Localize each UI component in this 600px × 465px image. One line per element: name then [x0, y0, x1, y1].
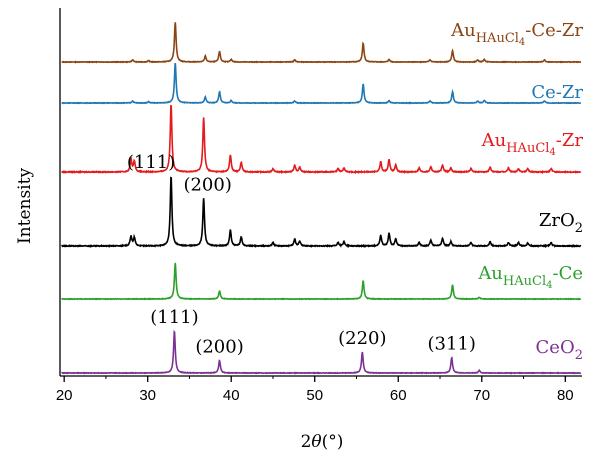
series-line: [61, 104, 582, 175]
series-label: AuHAuCl4-Ce: [477, 263, 583, 291]
x-tick-label: 40: [223, 387, 240, 404]
series-label: AuHAuCl4-Zr: [481, 130, 584, 158]
peak-label: (200): [195, 336, 243, 357]
series-line: [61, 62, 581, 105]
series-line: [61, 22, 582, 64]
peak-annotations: (111) (200) (111) (200) (220) (311): [127, 152, 476, 357]
series-line: [61, 176, 582, 249]
series-label: ZrO2: [539, 210, 583, 236]
x-tick-label: 30: [139, 387, 156, 404]
series-label: AuHAuCl4-Ce-Zr: [450, 20, 583, 48]
x-tick-label: 50: [306, 387, 323, 404]
axes: 20 30 40 50 60 70 80: [56, 8, 582, 404]
peak-label: (111): [150, 307, 198, 328]
series-labels: AuHAuCl4-Ce-Zr Ce-Zr AuHAuCl4-Zr ZrO2 AuHAuC…: [450, 20, 583, 363]
peak-label: (311): [428, 333, 476, 354]
plot-area: [61, 22, 582, 375]
series-label: Ce-Zr: [531, 82, 583, 103]
peak-label: (111): [127, 152, 175, 173]
series-line: [61, 262, 581, 301]
peak-label: (220): [338, 328, 386, 349]
x-tick-label: 80: [557, 387, 574, 404]
series-label: CeO2: [536, 337, 583, 363]
x-tick-label: 60: [390, 387, 407, 404]
x-tick-label: 20: [56, 387, 73, 404]
peak-label: (200): [183, 174, 231, 195]
x-tick-label: 70: [473, 387, 490, 404]
series-line: [61, 329, 582, 375]
y-axis-label: Intensity: [15, 168, 35, 244]
x-axis-label: 2θ(°): [301, 432, 344, 452]
